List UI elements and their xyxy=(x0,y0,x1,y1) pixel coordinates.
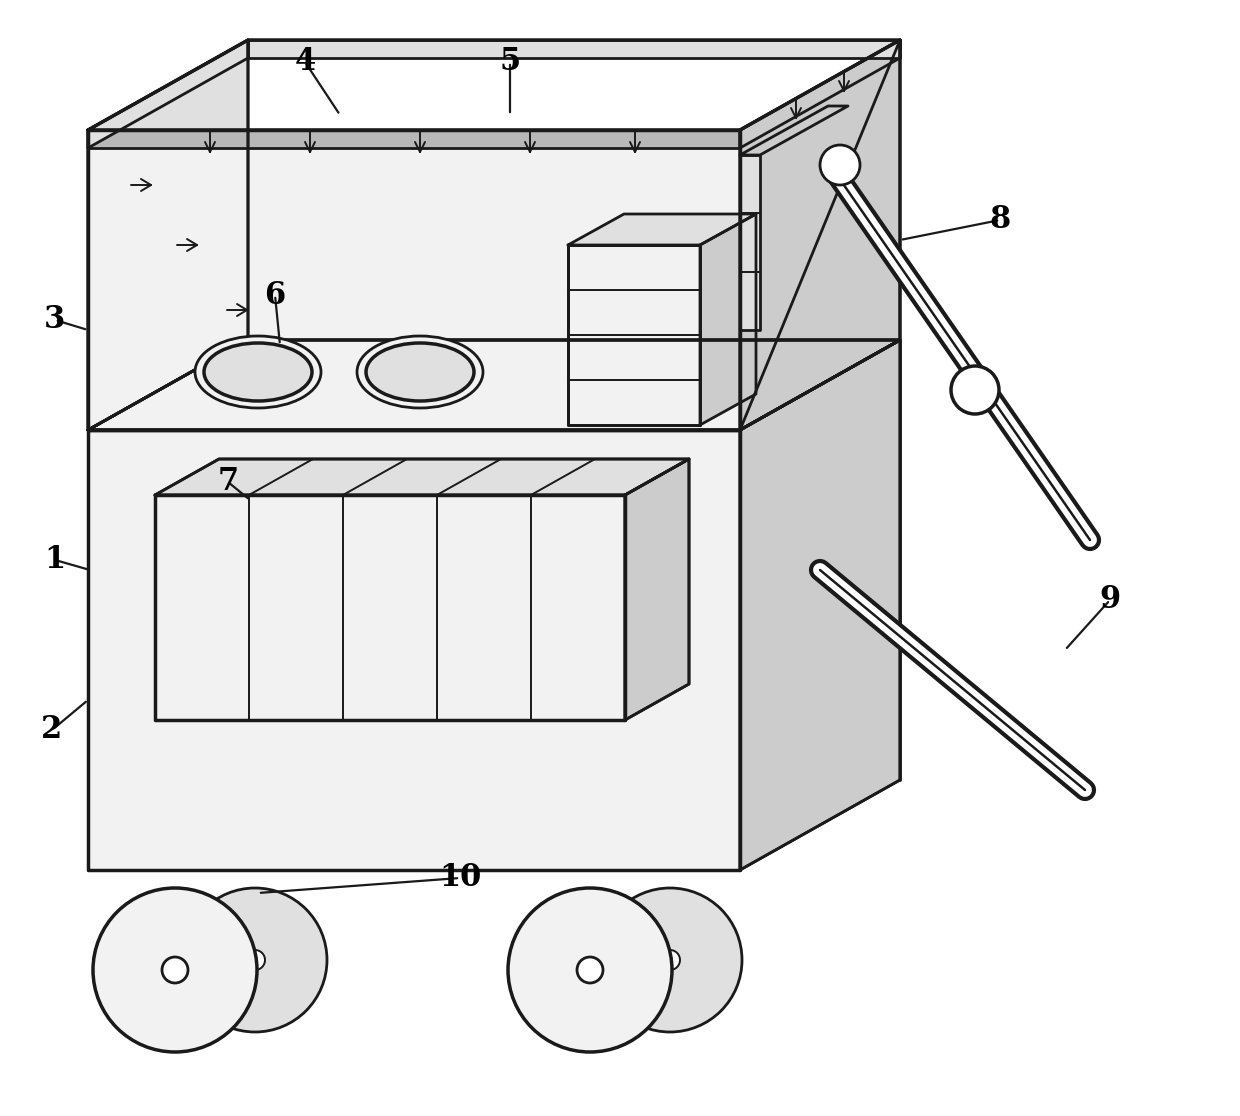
Ellipse shape xyxy=(357,336,484,408)
Text: 6: 6 xyxy=(264,279,285,310)
Circle shape xyxy=(162,958,188,983)
Text: 1: 1 xyxy=(45,545,66,576)
Polygon shape xyxy=(740,40,900,430)
Ellipse shape xyxy=(205,343,312,401)
Circle shape xyxy=(820,145,861,185)
Ellipse shape xyxy=(195,336,321,408)
Circle shape xyxy=(577,958,603,983)
Polygon shape xyxy=(88,340,900,430)
Circle shape xyxy=(184,888,327,1032)
Polygon shape xyxy=(740,106,848,155)
Polygon shape xyxy=(740,40,900,430)
Text: 4: 4 xyxy=(294,47,316,77)
Polygon shape xyxy=(625,459,689,720)
Circle shape xyxy=(598,888,742,1032)
Circle shape xyxy=(93,888,257,1052)
Polygon shape xyxy=(248,40,900,58)
Text: 3: 3 xyxy=(45,305,66,336)
Polygon shape xyxy=(88,430,740,870)
Polygon shape xyxy=(568,246,701,425)
Circle shape xyxy=(246,950,265,970)
Polygon shape xyxy=(740,155,760,330)
Text: 5: 5 xyxy=(500,47,521,77)
Polygon shape xyxy=(88,40,248,148)
Circle shape xyxy=(660,950,680,970)
Polygon shape xyxy=(155,496,625,720)
Ellipse shape xyxy=(366,343,474,401)
Polygon shape xyxy=(568,214,756,246)
Polygon shape xyxy=(88,129,740,430)
Polygon shape xyxy=(740,40,900,148)
Text: 2: 2 xyxy=(41,714,63,745)
Polygon shape xyxy=(88,340,900,430)
Polygon shape xyxy=(740,340,900,870)
Text: 7: 7 xyxy=(217,466,238,498)
Text: 9: 9 xyxy=(1100,585,1121,616)
Text: 10: 10 xyxy=(439,863,481,894)
Polygon shape xyxy=(701,214,756,425)
Polygon shape xyxy=(155,459,689,496)
Polygon shape xyxy=(88,40,248,430)
Circle shape xyxy=(508,888,672,1052)
Polygon shape xyxy=(88,129,740,148)
Circle shape xyxy=(951,366,999,414)
Text: 8: 8 xyxy=(990,204,1011,235)
